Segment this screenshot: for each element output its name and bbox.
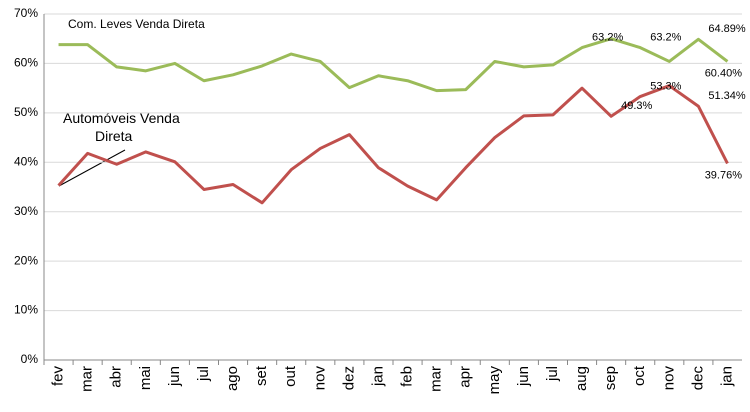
leader-line bbox=[58, 149, 126, 187]
x-tick-label: nov bbox=[311, 366, 328, 391]
value-label: 49.3% bbox=[621, 100, 652, 112]
y-tick-label: 30% bbox=[14, 204, 38, 218]
x-tick-label: jan bbox=[718, 366, 735, 387]
x-tick-label: jun bbox=[166, 366, 183, 387]
series-line bbox=[57, 84, 729, 205]
x-tick-label: fev bbox=[50, 366, 67, 387]
x-tick-label: apr bbox=[457, 366, 474, 388]
series-line bbox=[58, 37, 729, 93]
x-tick-label: mar bbox=[428, 366, 445, 392]
value-label: 63.2% bbox=[650, 32, 681, 44]
x-tick-label: jul bbox=[195, 366, 212, 382]
y-tick-label: 40% bbox=[14, 154, 38, 168]
value-label: 60.40% bbox=[705, 67, 743, 79]
y-tick-label: 70% bbox=[14, 6, 38, 20]
x-tick-label: jul bbox=[544, 366, 561, 382]
x-tick-label: set bbox=[253, 365, 270, 386]
x-tick-label: jun bbox=[515, 366, 532, 387]
x-tick-label: sep bbox=[602, 366, 619, 390]
series-label: Automóveis Venda Direta bbox=[63, 110, 180, 144]
x-tick-label: feb bbox=[399, 366, 416, 387]
x-tick-label: mai bbox=[137, 366, 154, 390]
value-label: 53.3% bbox=[650, 80, 681, 92]
y-tick-label: 60% bbox=[14, 56, 38, 70]
series-label: Com. Leves Venda Direta bbox=[68, 17, 205, 31]
x-tick-label: out bbox=[282, 365, 299, 387]
value-label: 64.89% bbox=[708, 23, 746, 35]
value-label: 51.34% bbox=[708, 90, 746, 102]
x-tick-label: dec bbox=[689, 366, 706, 391]
value-label: 63.2% bbox=[592, 32, 623, 44]
x-tick-label: nov bbox=[660, 366, 677, 391]
x-tick-label: ago bbox=[224, 366, 241, 391]
y-tick-label: 0% bbox=[21, 352, 39, 366]
y-tick-label: 10% bbox=[14, 303, 38, 317]
x-tick-label: abr bbox=[108, 366, 125, 388]
x-tick-label: dez bbox=[340, 366, 357, 390]
value-label: 39.76% bbox=[705, 169, 743, 181]
x-tick-label: aug bbox=[573, 366, 590, 391]
x-tick-label: oct bbox=[631, 365, 648, 386]
x-tick-label: jan bbox=[369, 366, 386, 387]
x-tick-label: may bbox=[486, 366, 503, 395]
y-tick-label: 50% bbox=[14, 105, 38, 119]
x-tick-label: mar bbox=[79, 366, 96, 392]
y-tick-label: 20% bbox=[14, 253, 38, 267]
